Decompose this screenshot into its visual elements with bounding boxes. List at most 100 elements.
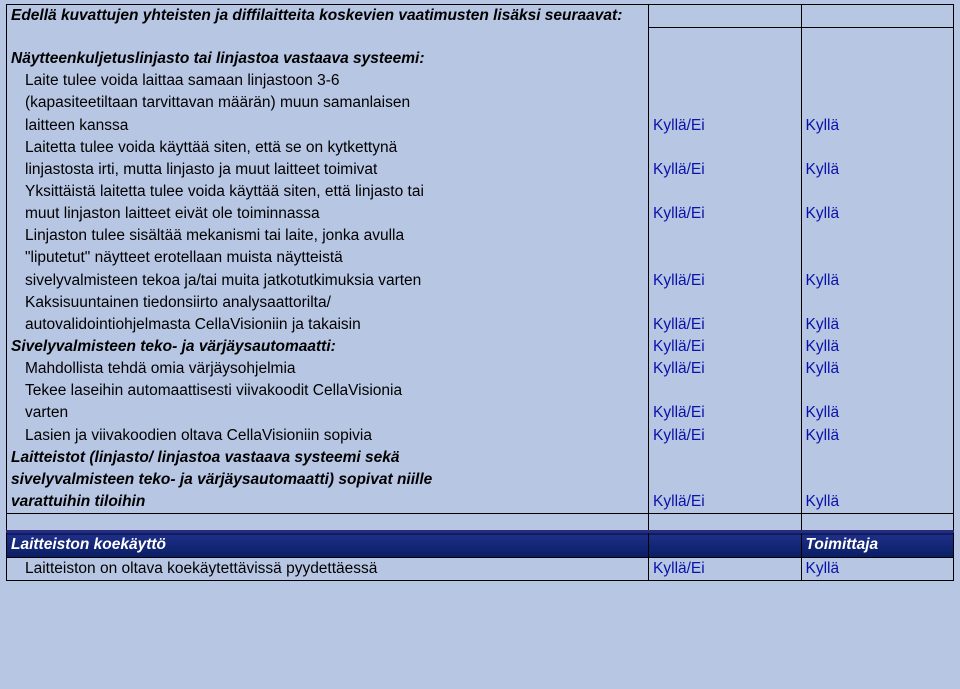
table-row bbox=[7, 27, 954, 48]
answer-col1: Kyllä/Ei bbox=[649, 314, 801, 336]
answer-col2: Kyllä bbox=[801, 159, 954, 181]
cell-blank bbox=[649, 48, 801, 70]
cell-blank bbox=[649, 92, 801, 114]
table-row: Lasien ja viivakoodien oltava CellaVisio… bbox=[7, 425, 954, 447]
requirements-table: Edellä kuvattujen yhteisten ja diffilait… bbox=[6, 4, 954, 581]
answer-col2: Kyllä bbox=[801, 270, 954, 292]
table-row: Laitteistot (linjasto/ linjastoa vastaav… bbox=[7, 447, 954, 469]
cell-blank bbox=[801, 292, 954, 314]
answer-col2: Kyllä bbox=[801, 491, 954, 514]
cell-blank bbox=[801, 92, 954, 114]
table-row: Linjaston tulee sisältää mekanismi tai l… bbox=[7, 225, 954, 247]
table-row: autovalidointiohjelmasta CellaVisioniin … bbox=[7, 314, 954, 336]
table-row: linjastosta irti, mutta linjasto ja muut… bbox=[7, 159, 954, 181]
req-text: Laitteistot (linjasto/ linjastoa vastaav… bbox=[7, 447, 649, 469]
answer-col2: Kyllä bbox=[801, 203, 954, 225]
cell-blank bbox=[801, 447, 954, 469]
cell-blank bbox=[801, 225, 954, 247]
cell-blank bbox=[801, 48, 954, 70]
intro-text: Edellä kuvattujen yhteisten ja diffilait… bbox=[7, 5, 649, 28]
cell-blank bbox=[801, 469, 954, 491]
req-text: Mahdollista tehdä omia värjäysohjelmia bbox=[7, 358, 649, 380]
table-row: "liputetut" näytteet erotellaan muista n… bbox=[7, 247, 954, 269]
req-text: Lasien ja viivakoodien oltava CellaVisio… bbox=[7, 425, 649, 447]
req-text: varten bbox=[7, 402, 649, 424]
answer-col1: Kyllä/Ei bbox=[649, 558, 801, 581]
answer-col1: Kyllä/Ei bbox=[649, 358, 801, 380]
table-row: Sivelyvalmisteen teko- ja värjäysautomaa… bbox=[7, 336, 954, 358]
req-text: (kapasiteetiltaan tarvittavan määrän) mu… bbox=[7, 92, 649, 114]
table-row: Laite tulee voida laittaa samaan linjast… bbox=[7, 70, 954, 92]
table-row: (kapasiteetiltaan tarvittavan määrän) mu… bbox=[7, 92, 954, 114]
cell-blank bbox=[7, 514, 649, 532]
table-row: sivelyvalmisteen teko- ja värjäysautomaa… bbox=[7, 469, 954, 491]
cell-blank bbox=[649, 247, 801, 269]
cell-blank bbox=[649, 380, 801, 402]
answer-col1: Kyllä/Ei bbox=[649, 402, 801, 424]
req-text: linjastosta irti, mutta linjasto ja muut… bbox=[7, 159, 649, 181]
req-text: varattuihin tiloihin bbox=[7, 491, 649, 514]
req-text: Laite tulee voida laittaa samaan linjast… bbox=[7, 70, 649, 92]
req-text: autovalidointiohjelmasta CellaVisioniin … bbox=[7, 314, 649, 336]
cell-blank bbox=[801, 5, 954, 28]
document-sheet: Edellä kuvattujen yhteisten ja diffilait… bbox=[0, 0, 960, 581]
req-text: Tekee laseihin automaattisesti viivakood… bbox=[7, 380, 649, 402]
cell-blank bbox=[649, 137, 801, 159]
cell-blank bbox=[801, 181, 954, 203]
table-row: muut linjaston laitteet eivät ole toimin… bbox=[7, 203, 954, 225]
cell-blank bbox=[649, 225, 801, 247]
table-row: Kaksisuuntainen tiedonsiirto analysaatto… bbox=[7, 292, 954, 314]
answer-col2: Kyllä bbox=[801, 425, 954, 447]
section-title: Näytteenkuljetuslinjasto tai linjastoa v… bbox=[7, 48, 649, 70]
req-text: muut linjaston laitteet eivät ole toimin… bbox=[7, 203, 649, 225]
table-row: sivelyvalmisteen tekoa ja/tai muita jatk… bbox=[7, 270, 954, 292]
answer-col1: Kyllä/Ei bbox=[649, 336, 801, 358]
section-header-row: Laitteiston koekäyttö Toimittaja bbox=[7, 532, 954, 558]
table-row: varten Kyllä/Ei Kyllä bbox=[7, 402, 954, 424]
answer-col1: Kyllä/Ei bbox=[649, 159, 801, 181]
table-row: laitteen kanssa Kyllä/Ei Kyllä bbox=[7, 115, 954, 137]
req-text: "liputetut" näytteet erotellaan muista n… bbox=[7, 247, 649, 269]
answer-col2: Kyllä bbox=[801, 558, 954, 581]
answer-col2: Kyllä bbox=[801, 115, 954, 137]
cell-blank bbox=[801, 247, 954, 269]
req-text: Laitteiston on oltava koekäytettävissä p… bbox=[7, 558, 649, 581]
answer-col2: Kyllä bbox=[801, 402, 954, 424]
answer-col1: Kyllä/Ei bbox=[649, 115, 801, 137]
cell-blank bbox=[649, 181, 801, 203]
table-row: Näytteenkuljetuslinjasto tai linjastoa v… bbox=[7, 48, 954, 70]
answer-col1: Kyllä/Ei bbox=[649, 270, 801, 292]
cell-blank bbox=[649, 70, 801, 92]
table-row: Yksittäistä laitetta tulee voida käyttää… bbox=[7, 181, 954, 203]
answer-col2: Kyllä bbox=[801, 314, 954, 336]
req-text: Laitetta tulee voida käyttää siten, että… bbox=[7, 137, 649, 159]
cell-blank bbox=[649, 447, 801, 469]
section-title-2: Sivelyvalmisteen teko- ja värjäysautomaa… bbox=[7, 336, 649, 358]
table-row: Laitetta tulee voida käyttää siten, että… bbox=[7, 137, 954, 159]
cell-blank bbox=[801, 137, 954, 159]
header-right: Toimittaja bbox=[801, 532, 954, 558]
table-row: Edellä kuvattujen yhteisten ja diffilait… bbox=[7, 5, 954, 28]
answer-col1: Kyllä/Ei bbox=[649, 203, 801, 225]
cell-blank bbox=[7, 27, 649, 48]
req-text: laitteen kanssa bbox=[7, 115, 649, 137]
answer-col1: Kyllä/Ei bbox=[649, 425, 801, 447]
cell-blank bbox=[801, 70, 954, 92]
table-row bbox=[7, 514, 954, 532]
answer-col1: Kyllä/Ei bbox=[649, 491, 801, 514]
header-mid-blank bbox=[649, 532, 801, 558]
table-row: Mahdollista tehdä omia värjäysohjelmia K… bbox=[7, 358, 954, 380]
answer-col2: Kyllä bbox=[801, 358, 954, 380]
cell-blank bbox=[801, 380, 954, 402]
table-row: Laitteiston on oltava koekäytettävissä p… bbox=[7, 558, 954, 581]
cell-blank bbox=[801, 514, 954, 532]
cell-blank bbox=[649, 469, 801, 491]
answer-col2: Kyllä bbox=[801, 336, 954, 358]
cell-blank bbox=[649, 514, 801, 532]
req-text: Kaksisuuntainen tiedonsiirto analysaatto… bbox=[7, 292, 649, 314]
cell-blank bbox=[649, 292, 801, 314]
table-row: varattuihin tiloihin Kyllä/Ei Kyllä bbox=[7, 491, 954, 514]
req-text: Yksittäistä laitetta tulee voida käyttää… bbox=[7, 181, 649, 203]
table-row: Tekee laseihin automaattisesti viivakood… bbox=[7, 380, 954, 402]
cell-blank bbox=[801, 27, 954, 48]
